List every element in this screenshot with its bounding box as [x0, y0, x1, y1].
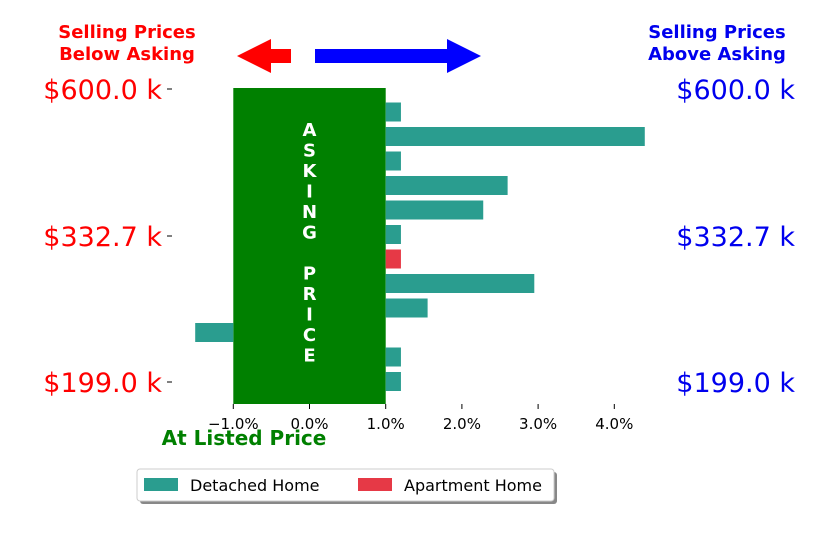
left-price-label-middle: $332.7 k	[43, 222, 162, 253]
asking-letter: P	[303, 264, 316, 285]
bar-detached	[385, 176, 508, 195]
asking-letter: I	[306, 305, 313, 326]
asking-letter: G	[302, 223, 317, 244]
legend-swatch-apartment	[358, 478, 392, 491]
asking-letter: K	[303, 161, 318, 182]
x-tick-label: 1.0%	[367, 415, 405, 433]
legend-swatch-detached	[144, 478, 178, 491]
x-tick-label: 0.0%	[290, 415, 328, 433]
x-tick-label: 4.0%	[595, 415, 633, 433]
left-price-label-bottom: $199.0 k	[43, 368, 162, 399]
asking-price-band	[233, 88, 386, 404]
at-listed-price-label: At Listed Price	[162, 426, 327, 450]
bar-detached	[385, 127, 645, 146]
bar-detached	[385, 151, 401, 171]
right-price-label-middle: $332.7 k	[676, 222, 795, 253]
below-asking-title-line2: Below Asking	[59, 44, 195, 65]
legend-label-detached: Detached Home	[190, 476, 320, 495]
bar-detached	[195, 323, 234, 342]
x-tick-label: 3.0%	[519, 415, 557, 433]
bar-detached	[385, 225, 401, 244]
legend-box	[136, 468, 555, 502]
asking-letter: R	[303, 284, 317, 305]
right-arrow-icon	[315, 39, 481, 73]
x-axis: −1.0% 0.0% 1.0% 2.0% 3.0% 4.0%	[208, 404, 633, 433]
above-asking-title-line1: Selling Prices	[648, 22, 785, 43]
asking-letter: E	[303, 346, 315, 367]
asking-letter: I	[306, 182, 313, 203]
bar-group	[195, 102, 645, 391]
bar-detached	[385, 102, 401, 122]
legend-label-apartment: Apartment Home	[404, 476, 542, 495]
bar-apartment	[385, 249, 401, 269]
x-tick-label: 2.0%	[443, 415, 481, 433]
asking-letter: A	[303, 120, 317, 141]
bar-detached	[385, 200, 484, 220]
bar-detached	[385, 347, 401, 367]
right-price-label-bottom: $199.0 k	[676, 368, 795, 399]
asking-letter: S	[303, 141, 316, 162]
legend: Detached Home Apartment Home	[136, 468, 557, 504]
left-arrow-icon	[237, 39, 291, 73]
bar-detached	[385, 372, 401, 391]
asking-letter: C	[303, 325, 316, 346]
asking-letter: N	[302, 202, 317, 223]
bar-detached	[385, 298, 428, 318]
above-asking-title-line2: Above Asking	[648, 44, 786, 65]
right-price-label-top: $600.0 k	[676, 75, 795, 106]
x-tick-label: −1.0%	[208, 415, 259, 433]
left-price-label-top: $600.0 k	[43, 75, 162, 106]
bar-detached	[385, 274, 535, 293]
below-asking-title-line1: Selling Prices	[58, 22, 195, 43]
